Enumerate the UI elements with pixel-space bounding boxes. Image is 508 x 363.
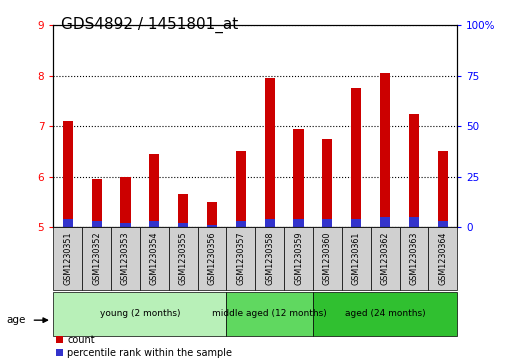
Bar [265, 78, 275, 227]
Bar [53, 227, 82, 290]
Bar [380, 73, 390, 227]
Bar [236, 221, 246, 227]
Bar [207, 202, 217, 227]
Bar [351, 88, 361, 227]
Bar [169, 227, 198, 290]
Bar [323, 139, 332, 227]
Bar [82, 227, 111, 290]
Text: GSM1230358: GSM1230358 [265, 231, 274, 285]
Legend: count, percentile rank within the sample: count, percentile rank within the sample [56, 335, 232, 358]
Text: GSM1230359: GSM1230359 [294, 231, 303, 285]
Text: age: age [6, 315, 25, 325]
Text: GSM1230364: GSM1230364 [438, 231, 447, 285]
Text: GSM1230352: GSM1230352 [92, 231, 101, 285]
Bar [351, 219, 361, 227]
Bar [236, 151, 246, 227]
Bar [428, 227, 457, 290]
Bar [149, 154, 160, 227]
Bar [284, 227, 313, 290]
Bar [313, 227, 342, 290]
Bar [380, 217, 390, 227]
Bar [323, 219, 332, 227]
Bar [91, 221, 102, 227]
Bar [438, 221, 448, 227]
Bar [409, 114, 419, 227]
Bar [111, 227, 140, 290]
Text: GSM1230361: GSM1230361 [352, 231, 361, 285]
Text: GDS4892 / 1451801_at: GDS4892 / 1451801_at [61, 16, 238, 33]
Text: GSM1230351: GSM1230351 [64, 231, 72, 285]
Text: aged (24 months): aged (24 months) [345, 310, 425, 318]
Bar [255, 227, 284, 290]
Bar [120, 176, 131, 227]
Bar [313, 292, 457, 336]
Bar [62, 121, 73, 227]
Text: GSM1230355: GSM1230355 [179, 231, 187, 285]
Bar [438, 151, 448, 227]
Bar [120, 223, 131, 227]
Bar [227, 227, 255, 290]
Bar [294, 219, 304, 227]
Text: GSM1230357: GSM1230357 [236, 231, 245, 285]
Text: GSM1230360: GSM1230360 [323, 231, 332, 285]
Bar [409, 217, 419, 227]
Bar [140, 227, 169, 290]
Text: middle aged (12 months): middle aged (12 months) [212, 310, 327, 318]
Text: GSM1230363: GSM1230363 [409, 231, 419, 285]
Text: GSM1230353: GSM1230353 [121, 231, 130, 285]
Bar [178, 223, 188, 227]
Text: GSM1230356: GSM1230356 [207, 231, 216, 285]
Bar [91, 179, 102, 227]
Bar [178, 194, 188, 227]
Bar [342, 227, 371, 290]
Text: GSM1230354: GSM1230354 [150, 231, 159, 285]
Bar [227, 292, 313, 336]
Bar [207, 225, 217, 227]
Bar [198, 227, 227, 290]
Bar [371, 227, 399, 290]
Text: young (2 months): young (2 months) [100, 310, 180, 318]
Bar [399, 227, 428, 290]
Bar [149, 221, 160, 227]
Bar [294, 129, 304, 227]
Text: GSM1230362: GSM1230362 [380, 231, 390, 285]
Bar [53, 292, 227, 336]
Bar [62, 219, 73, 227]
Bar [265, 219, 275, 227]
